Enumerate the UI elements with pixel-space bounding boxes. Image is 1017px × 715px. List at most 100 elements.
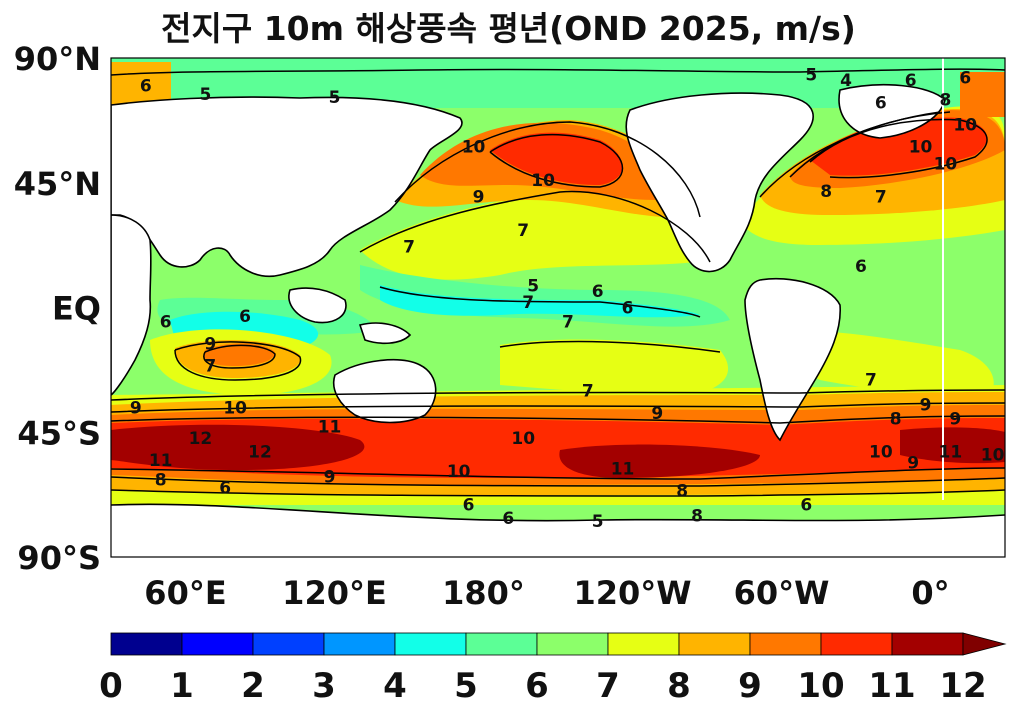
new-guinea — [358, 322, 412, 345]
colorbar-tick-label: 9 — [738, 666, 762, 706]
contour-label: 8 — [939, 91, 951, 111]
contour-label: 10 — [462, 138, 486, 158]
contour-label: 9 — [907, 454, 919, 474]
lat-tick-label: 45°N — [14, 165, 101, 203]
contour-label: 9 — [130, 398, 142, 418]
contour-label: 9 — [920, 396, 932, 416]
contour-label: 10 — [511, 429, 535, 449]
lon-tick-label: 180° — [442, 574, 525, 612]
contour-label: 10 — [953, 116, 977, 136]
contour-label: 6 — [800, 495, 812, 515]
contour-label: 7 — [875, 188, 887, 208]
colorbar-segment — [252, 632, 325, 656]
contour-label: 6 — [160, 312, 172, 332]
contour-label: 6 — [502, 509, 514, 529]
africa-landmass — [111, 214, 152, 397]
contour-label: 7 — [865, 371, 877, 391]
latitude-axis: 90°N 45°N EQ 45°S 90°S — [14, 40, 101, 577]
contour-label: 8 — [691, 506, 703, 526]
contour-label: 11 — [939, 443, 963, 463]
colorbar-tick-label: 1 — [170, 666, 194, 706]
contour-label: 8 — [155, 470, 167, 490]
contour-label: 7 — [522, 293, 534, 313]
lon-tick-label: 60°E — [144, 574, 226, 612]
contour-label: 7 — [204, 357, 216, 377]
contour-label: 6 — [219, 479, 231, 499]
south-america-landmass — [744, 277, 841, 442]
contour-label: 10 — [909, 138, 933, 158]
contour-label: 6 — [239, 307, 251, 327]
contour-label: 5 — [199, 85, 211, 105]
colorbar-segment — [749, 632, 822, 656]
contour-label: 9 — [324, 468, 336, 488]
lon-tick-label: 120°E — [282, 574, 387, 612]
colorbar-segment — [394, 632, 467, 656]
colorbar-segment — [465, 632, 538, 656]
contour-lines — [111, 68, 1005, 497]
contour-label: 5 — [592, 512, 604, 532]
lat-tick-label: 90°S — [17, 539, 101, 577]
colorbar-tick-label: 11 — [868, 666, 915, 706]
colorbar-extend-arrow — [962, 632, 1007, 656]
contour-label: 5 — [805, 66, 817, 86]
maritime-continent — [288, 287, 347, 324]
colorbar-segment — [678, 632, 751, 656]
longitude-axis: 60°E 120°E 180° 120°W 60°W 0° — [144, 574, 949, 612]
colorbar-segment — [536, 632, 609, 656]
contour-label: 6 — [463, 495, 475, 515]
colorbar-segment — [607, 632, 680, 656]
lon-tick-label: 120°W — [573, 574, 691, 612]
contour-label: 10 — [531, 171, 555, 191]
contour-label: 10 — [447, 462, 471, 482]
eurasia-landmass — [111, 96, 463, 277]
colorbar-segment — [110, 632, 183, 656]
contour-label: 11 — [149, 451, 173, 471]
contour-label: 9 — [949, 409, 961, 429]
colorbar-segment — [820, 632, 893, 656]
contour-label: 11 — [611, 459, 635, 479]
contour-label: 10 — [223, 398, 247, 418]
contour-label: 10 — [934, 154, 958, 174]
greenland-landmass — [838, 84, 946, 139]
contour-label: 4 — [840, 71, 852, 91]
contour-label: 9 — [204, 335, 216, 355]
contour-label: 8 — [820, 182, 832, 202]
colorbar-tick-label: 0 — [99, 666, 123, 706]
contour-label: 11 — [318, 418, 342, 438]
lon-tick-label: 0° — [911, 574, 949, 612]
contour-label: 6 — [875, 93, 887, 113]
lat-tick-label: 90°N — [14, 40, 101, 78]
contour-label: 12 — [248, 443, 272, 463]
contour-label: 6 — [140, 77, 152, 97]
continents — [111, 84, 1005, 522]
contour-label: 6 — [959, 68, 971, 88]
map-title: 전지구 10m 해상풍속 평년(OND 2025, m/s) — [161, 9, 856, 48]
contour-label: 7 — [582, 382, 594, 402]
contour-label: 7 — [562, 312, 574, 332]
colorbar-tick-label: 2 — [241, 666, 265, 706]
colorbar-tick-label: 3 — [312, 666, 336, 706]
contour-label: 8 — [890, 409, 902, 429]
contour-label: 5 — [329, 88, 341, 108]
contour-label: 12 — [189, 429, 213, 449]
contour-label: 9 — [473, 188, 485, 208]
colorbar-tick-label: 8 — [667, 666, 691, 706]
contour-label: 6 — [622, 299, 634, 319]
contour-label: 5 — [527, 276, 539, 296]
antarctica-coastline — [111, 503, 1005, 522]
colorbar-tick-label: 7 — [596, 666, 620, 706]
colorbar-segment — [891, 632, 964, 656]
lat-tick-label: 45°S — [17, 414, 101, 452]
contour-label: 7 — [403, 238, 415, 258]
contour-label: 8 — [676, 481, 688, 501]
contour-label: 6 — [905, 71, 917, 91]
contour-label: 7 — [517, 221, 529, 241]
antarctica-landmass — [111, 504, 1005, 557]
colorbar-tick-label: 12 — [939, 666, 986, 706]
colorbar-segment — [323, 632, 396, 656]
contour-label: 6 — [592, 282, 604, 302]
contour-label: 10 — [869, 443, 893, 463]
